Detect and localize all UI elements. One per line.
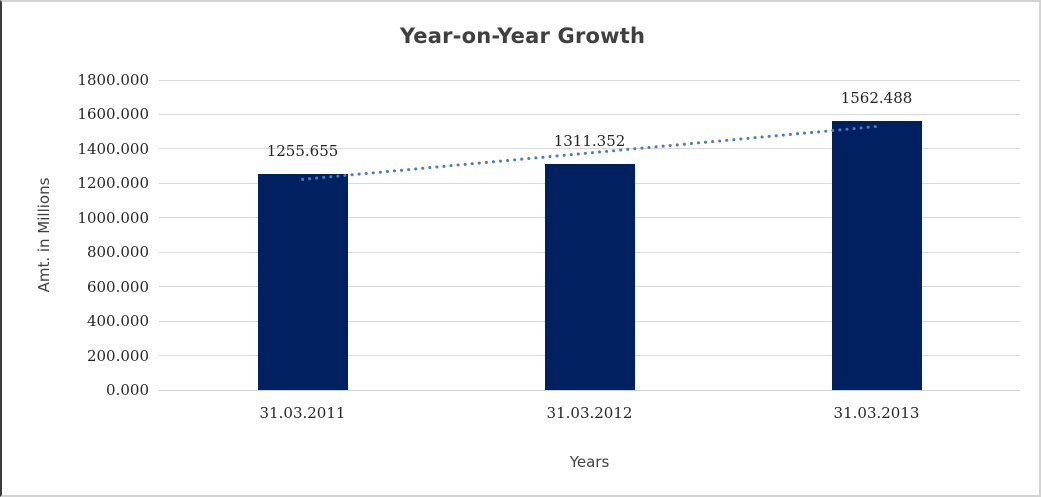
- y-tick-label: 0.000: [106, 381, 149, 399]
- bar-31.03.2011[interactable]: [257, 173, 348, 390]
- y-tick-label: 800.000: [86, 243, 149, 262]
- gridline: [159, 113, 1020, 115]
- y-tick-label: 1200.000: [77, 174, 149, 193]
- chart-title: Year-on-Year Growth: [399, 24, 646, 48]
- x-tick-label: 31.03.2012: [546, 404, 633, 422]
- y-tick-label: 1800.000: [77, 71, 149, 89]
- plot-area: 1255.655 1311.352 1562.488: [159, 79, 1020, 391]
- y-tick-label: 1400.000: [77, 139, 149, 158]
- y-axis-title: Amt. in Millions: [35, 177, 53, 293]
- x-axis-title: Years: [569, 453, 610, 471]
- x-tick-label: 31.03.2011: [259, 404, 346, 422]
- x-tick-label: 31.03.2013: [833, 404, 920, 422]
- data-label: 1255.655: [266, 141, 339, 160]
- gridline: [159, 148, 1020, 150]
- y-tick-label: 200.000: [86, 346, 149, 365]
- bar-31.03.2012[interactable]: [544, 164, 635, 390]
- bar-31.03.2013[interactable]: [831, 120, 922, 390]
- trendline: [301, 125, 878, 181]
- data-label: 1562.488: [840, 88, 913, 107]
- gridline: [159, 79, 1020, 81]
- y-tick-label: 1000.000: [77, 208, 149, 227]
- y-tick-label: 1600.000: [77, 105, 149, 124]
- x-axis-line: [159, 389, 1020, 391]
- y-tick-label: 400.000: [86, 312, 149, 331]
- data-label: 1311.352: [553, 132, 626, 151]
- y-tick-label: 600.000: [86, 277, 149, 296]
